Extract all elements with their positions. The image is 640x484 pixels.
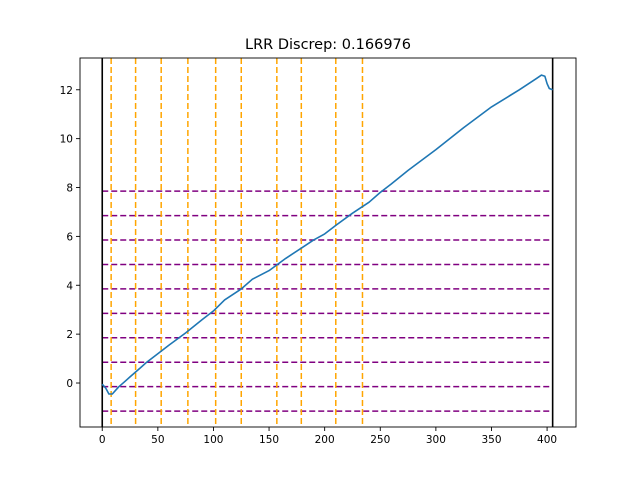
x-tick-label-1: 50 [151, 434, 164, 446]
y-tick-label-5: 10 [60, 134, 73, 146]
plot-area: 0 50 100 150 200 250 300 350 400 0 2 4 6 8 10 12 [60, 57, 577, 446]
y-tick-label-6: 12 [60, 85, 73, 97]
y-tick-label-0: 0 [66, 378, 73, 390]
chart-title: LRR Discrep: 0.166976 [245, 37, 411, 53]
x-tick-label-5: 250 [370, 434, 390, 446]
x-tick-label-6: 300 [426, 434, 446, 446]
x-tick-label-2: 100 [203, 434, 223, 446]
y-tick-label-2: 4 [66, 280, 73, 292]
x-tick-label-4: 200 [315, 434, 335, 446]
x-tick-label-8: 400 [537, 434, 557, 446]
x-tick-label-3: 150 [259, 434, 279, 446]
x-tick-label-0: 0 [99, 434, 106, 446]
axes-frame [79, 57, 577, 428]
y-tick-label-3: 6 [66, 231, 73, 243]
x-tick-label-7: 350 [481, 434, 501, 446]
y-tick-label-1: 2 [66, 329, 73, 341]
y-tick-label-4: 8 [66, 183, 73, 195]
series-line-0 [101, 74, 553, 395]
